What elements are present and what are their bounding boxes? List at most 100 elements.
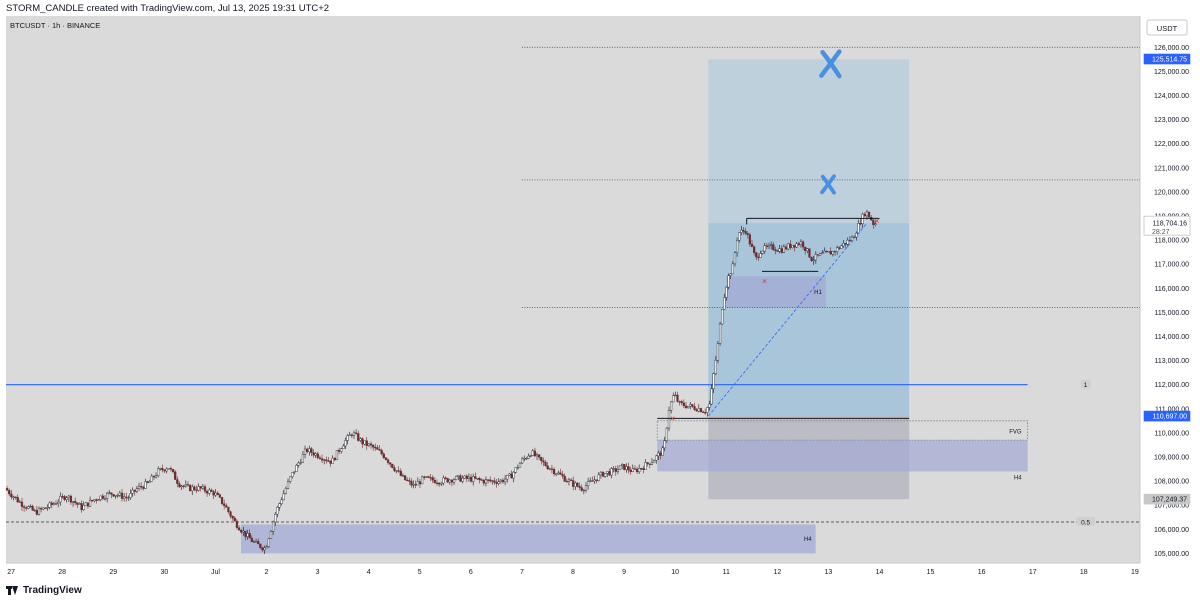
candle-body xyxy=(231,516,234,519)
candle-body xyxy=(661,447,664,456)
time-tick-label: 17 xyxy=(1029,569,1037,576)
candle-body xyxy=(352,432,356,436)
candle-body xyxy=(329,460,332,464)
candle-body xyxy=(797,243,800,246)
candle-body xyxy=(544,461,547,466)
time-tick-label: 7 xyxy=(520,569,524,576)
currency-label: USDT xyxy=(1157,24,1178,33)
candle-body xyxy=(582,489,585,492)
price-tick-label: 106,000.00 xyxy=(1154,527,1189,534)
price-tick-label: 125,000.00 xyxy=(1154,69,1189,76)
candle-body xyxy=(608,471,611,476)
zone-label-fvg: FVG xyxy=(1009,429,1022,435)
candle-body xyxy=(695,409,698,412)
price-tick-label: 121,000.00 xyxy=(1154,165,1189,172)
candle-body xyxy=(374,447,377,449)
candle-body xyxy=(552,469,556,475)
candle-body xyxy=(310,448,313,453)
candle-body xyxy=(178,483,181,488)
candle-body xyxy=(714,360,717,374)
price-tick-label: 107,000.00 xyxy=(1154,503,1189,510)
candle-body xyxy=(382,453,385,458)
candle-body xyxy=(52,503,55,505)
candle-body xyxy=(448,479,451,483)
candle-body xyxy=(269,531,273,539)
candle-body xyxy=(284,488,287,494)
candle-body xyxy=(335,450,339,461)
price-axis-background[interactable] xyxy=(1140,16,1195,563)
candle-body xyxy=(301,454,305,463)
candle-body xyxy=(759,253,762,258)
candle-body xyxy=(323,459,326,461)
candle-body xyxy=(393,467,396,471)
candle-body xyxy=(316,453,319,458)
candle-body xyxy=(476,478,479,480)
candle-body xyxy=(433,480,436,484)
candle-body xyxy=(493,480,496,483)
candle-body xyxy=(599,471,602,476)
candle-body xyxy=(731,263,734,275)
candle-body xyxy=(704,412,707,414)
time-axis-background[interactable] xyxy=(6,563,1140,580)
annotations-layer xyxy=(657,49,910,421)
candle-body xyxy=(18,501,21,503)
candle-body xyxy=(804,246,807,251)
candle-body xyxy=(91,499,94,502)
candle-body xyxy=(306,448,309,453)
candle-body xyxy=(384,457,388,460)
candle-body xyxy=(857,223,860,234)
candle-body xyxy=(427,476,430,478)
time-tick-label: 10 xyxy=(671,569,679,576)
candle-body xyxy=(648,463,651,465)
candle-body xyxy=(740,229,743,233)
candle-body xyxy=(478,478,481,480)
candle-body xyxy=(567,479,571,482)
candle-body xyxy=(265,546,268,549)
candle-body xyxy=(587,481,590,486)
candle-body xyxy=(74,501,77,504)
candle-body xyxy=(627,466,630,471)
candle-body xyxy=(646,462,649,465)
candle-body xyxy=(259,543,262,548)
time-tick-label: 30 xyxy=(160,569,168,576)
candle-body xyxy=(380,450,383,455)
candle-body xyxy=(612,468,615,470)
candle-body xyxy=(286,481,290,489)
candle-body xyxy=(174,471,177,480)
candle-body xyxy=(291,472,294,478)
candle-body xyxy=(680,401,683,404)
candle-body xyxy=(684,405,688,409)
candle-body xyxy=(689,404,692,407)
candle-body xyxy=(750,243,754,248)
candle-body xyxy=(410,480,413,486)
candle-body xyxy=(506,474,509,480)
candle-body xyxy=(527,455,530,459)
candle-body xyxy=(842,243,845,247)
candle-body xyxy=(742,229,745,232)
candle-body xyxy=(214,492,217,496)
tradingview-logo[interactable]: TradingView xyxy=(6,585,82,596)
candle-body xyxy=(727,275,730,288)
candle-body xyxy=(569,479,573,481)
candle-body xyxy=(10,493,13,498)
candle-body xyxy=(538,454,541,458)
currency-badge[interactable]: USDT xyxy=(1146,19,1188,36)
candle-body xyxy=(303,448,307,455)
candle-body xyxy=(442,477,445,484)
countdown-label: 28:27 xyxy=(1152,229,1170,236)
price-tag-blue: 110,697.00 xyxy=(1152,414,1187,421)
time-tick-label: 14 xyxy=(876,569,884,576)
price-tick-label: 112,000.00 xyxy=(1154,382,1189,389)
candle-body xyxy=(770,244,773,246)
candle-body xyxy=(101,495,104,499)
candle-body xyxy=(27,506,30,509)
candle-body xyxy=(233,517,236,522)
time-axis[interactable]: 27 28 29 30 Jul 2 3 4 5 6 7 8 9 10 11 12 13 14 15 16 17 18 19 xyxy=(7,569,1139,576)
candle-body xyxy=(116,495,119,497)
candle-body xyxy=(744,231,747,234)
candle-body xyxy=(591,480,594,482)
candle-body xyxy=(416,481,419,486)
price-tag-bg-current xyxy=(1143,215,1191,236)
